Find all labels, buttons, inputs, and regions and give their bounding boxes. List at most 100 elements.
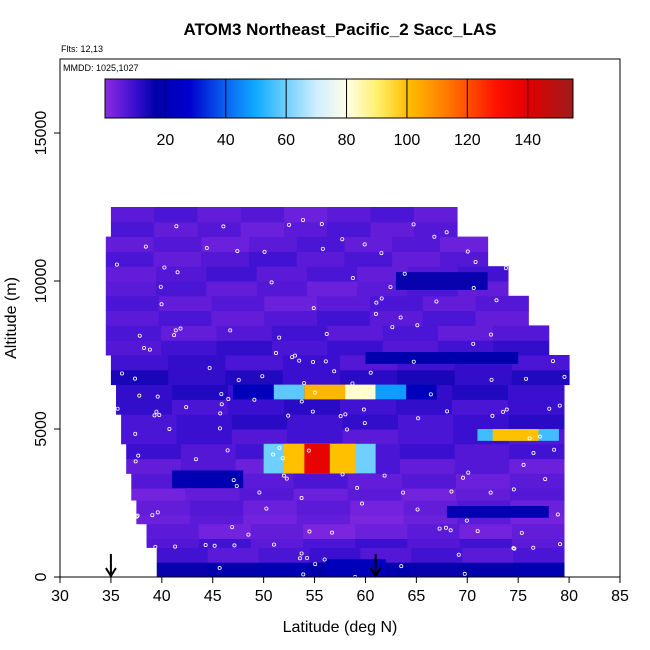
heatmap-cell (317, 310, 371, 326)
heatmap-cell (513, 547, 565, 563)
heatmap-feature-cell (365, 352, 519, 364)
sample-point (360, 501, 365, 506)
heatmap-cell (201, 236, 250, 252)
heatmap-cell (357, 281, 408, 297)
heatmap-cell (121, 414, 177, 430)
sample-point (290, 355, 295, 360)
heatmap-cell (344, 251, 393, 267)
y-axis-label: Altitude (m) (3, 277, 20, 359)
heatmap-feature-cell (304, 384, 346, 400)
sample-point (234, 483, 239, 488)
heatmap-cell (413, 207, 458, 223)
sample-point (178, 326, 183, 331)
sample-point (399, 564, 404, 569)
sample-point (550, 359, 555, 364)
heatmap-cell (454, 369, 513, 386)
heatmap-feature-cell (492, 429, 539, 441)
heatmap-cell (455, 488, 511, 501)
heatmap-cell (185, 488, 240, 501)
sample-point (547, 406, 552, 411)
heatmap-cell (284, 399, 341, 415)
sample-point (137, 393, 142, 398)
heatmap-cell (422, 310, 477, 326)
sample-point (338, 414, 343, 419)
heatmap-cell (296, 500, 351, 516)
heatmap-cell (407, 538, 461, 548)
heatmap-cell (105, 295, 160, 312)
flight-arrow-head (105, 567, 117, 578)
sample-point (465, 249, 470, 254)
colorbar-tick-label: 100 (394, 132, 421, 149)
heatmap-cell (511, 538, 565, 548)
sample-point (557, 403, 562, 408)
sample-point (524, 376, 529, 381)
heatmap-cell (382, 325, 439, 341)
sample-point (262, 249, 267, 254)
x-tick-label: 85 (611, 588, 629, 605)
sample-point (494, 298, 499, 303)
heatmap-cell (369, 310, 424, 326)
heatmap-cell (511, 355, 570, 371)
sample-point (207, 366, 212, 371)
x-tick-label: 60 (357, 588, 375, 605)
heatmap-cell (158, 310, 212, 326)
sample-point (115, 406, 120, 411)
sample-point (212, 543, 217, 548)
heatmap-cell (105, 281, 157, 297)
sample-point (340, 237, 345, 242)
heatmap-cell (161, 325, 218, 341)
heatmap-cell (452, 384, 509, 400)
heatmap-cell (357, 266, 408, 282)
heatmap-cell (401, 473, 457, 489)
sample-point (305, 556, 310, 561)
heatmap-cell (327, 340, 384, 356)
sample-point (204, 246, 209, 251)
sample-point (448, 528, 453, 533)
sample-point (456, 552, 461, 557)
sample-point (217, 426, 222, 431)
heatmap-cell (459, 538, 513, 548)
heatmap-cell (454, 443, 510, 460)
heatmap-cell (198, 523, 252, 540)
sample-point (489, 377, 494, 382)
x-tick-label: 55 (306, 588, 324, 605)
heatmap-cell (153, 236, 202, 252)
heatmap-cell (282, 369, 341, 386)
sample-point (365, 394, 370, 399)
sample-point (344, 427, 349, 432)
heatmap-cell (105, 310, 160, 326)
sample-point (323, 359, 328, 364)
y-tick-label: 10000 (33, 259, 50, 304)
sample-point (286, 413, 291, 418)
heatmap-cell (397, 414, 454, 430)
sample-point (437, 526, 442, 531)
heatmap-cell (513, 562, 565, 577)
sample-point (531, 545, 536, 550)
sample-point (432, 234, 437, 239)
heatmap-cell (403, 500, 458, 516)
sample-point (284, 476, 289, 481)
heatmap-cell (401, 488, 457, 501)
sample-point (350, 276, 355, 281)
colorbar-tick-label: 60 (277, 132, 295, 149)
sample-point (411, 222, 416, 227)
heatmap-feature-cell (446, 505, 549, 518)
heatmap-cell (403, 514, 458, 525)
sample-point (114, 262, 119, 267)
heatmap-cell (211, 295, 265, 312)
heatmap-cell (411, 562, 463, 577)
sample-point (398, 315, 403, 320)
sample-point (264, 506, 269, 511)
plot-frame (59, 58, 621, 578)
heatmap-cell (407, 523, 461, 540)
sample-point (428, 392, 433, 397)
heatmap-cell (231, 429, 288, 445)
heatmap-cell (197, 207, 242, 223)
sample-point (401, 490, 406, 495)
heatmap-cell (306, 266, 358, 282)
heatmap-cell (342, 414, 399, 430)
heatmap-cell (459, 523, 513, 540)
sample-point (340, 472, 345, 477)
heatmap-cell (453, 414, 510, 430)
heatmap-cell (249, 251, 298, 267)
